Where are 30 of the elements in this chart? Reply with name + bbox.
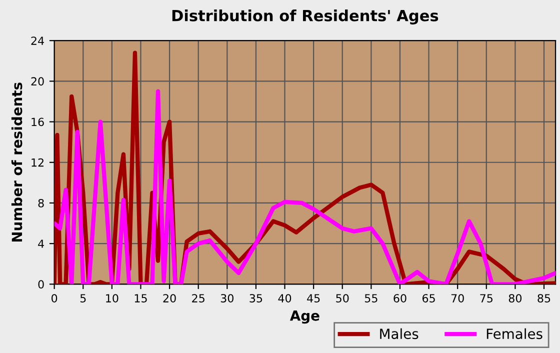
legend-label: Females [486,328,542,340]
y-tick-label: 4 [38,240,44,248]
x-tick-label: 60 [394,294,406,302]
x-axis-title: Age [290,310,320,324]
y-tick-label: 0 [38,280,44,289]
x-tick-label: 20 [163,294,176,302]
x-tick-label: 5 [80,294,86,302]
x-tick-label: 75 [480,294,492,302]
y-tick-label: 20 [31,77,44,86]
x-tick-label: 55 [364,294,378,302]
y-tick-label: 16 [32,118,44,126]
x-tick-label: 65 [422,294,435,302]
x-tick-label: 70 [451,294,464,302]
x-tick-label: 0 [52,294,58,302]
x-tick-label: 35 [250,294,262,302]
legend-label: Males [380,328,418,340]
y-tick-label: 12 [32,158,44,167]
chart-title: Distribution of Residents' Ages [172,10,438,24]
x-tick-label: 30 [220,294,234,302]
x-tick-label: 50 [336,294,349,302]
x-tick-label: 85 [538,294,550,302]
x-tick-label: 10 [106,294,118,302]
y-tick-label: 8 [38,198,44,208]
x-tick-label: 15 [134,294,147,302]
x-tick-label: 40 [278,294,292,302]
x-tick-label: 25 [192,294,204,302]
x-tick-label: 80 [508,294,522,302]
x-tick-label: 45 [307,294,320,302]
y-tick-label: 24 [31,36,44,45]
y-axis-title: Number of residents [11,82,22,242]
